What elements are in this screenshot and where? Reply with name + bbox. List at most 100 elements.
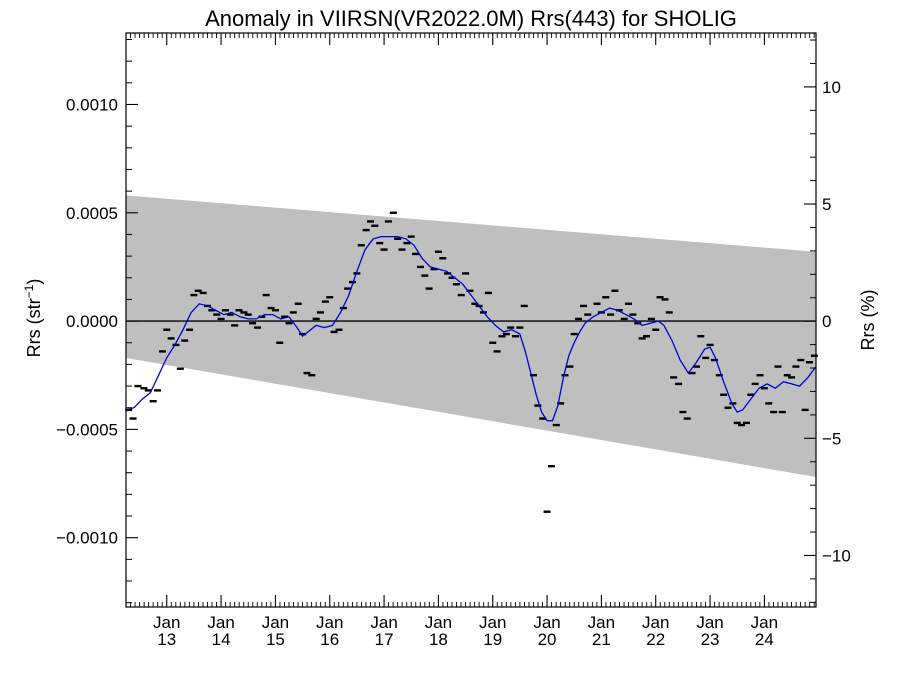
data-point bbox=[398, 248, 406, 251]
data-point bbox=[199, 291, 207, 295]
data-point bbox=[516, 326, 524, 329]
data-point bbox=[407, 235, 415, 238]
data-point bbox=[149, 400, 157, 403]
data-point bbox=[281, 315, 289, 318]
data-point bbox=[607, 313, 615, 316]
data-point bbox=[276, 341, 284, 344]
x-tick-label-month: Jan bbox=[262, 613, 289, 632]
data-point bbox=[376, 241, 384, 245]
data-point bbox=[661, 298, 669, 301]
data-point bbox=[462, 272, 470, 275]
x-tick-label-month: Jan bbox=[316, 613, 343, 632]
variance-band bbox=[126, 195, 816, 478]
data-point bbox=[134, 384, 142, 388]
data-point bbox=[720, 393, 728, 396]
data-point bbox=[330, 330, 338, 334]
y-axis-right: 10 5 0 −5 −10 bbox=[804, 39, 851, 603]
data-point bbox=[231, 324, 239, 327]
data-point bbox=[507, 326, 515, 329]
data-point bbox=[629, 313, 637, 316]
data-point bbox=[167, 337, 175, 340]
x-tick-label-year: 13 bbox=[157, 630, 176, 649]
data-point bbox=[534, 404, 542, 407]
data-point bbox=[181, 339, 189, 342]
data-point bbox=[724, 406, 732, 409]
data-point bbox=[226, 313, 234, 316]
x-tick-label-year: 16 bbox=[320, 630, 339, 649]
data-point bbox=[308, 374, 316, 377]
data-point bbox=[593, 302, 601, 305]
plot-frame bbox=[125, 32, 817, 608]
data-point bbox=[783, 374, 791, 377]
data-point bbox=[733, 421, 741, 425]
data-point bbox=[557, 402, 565, 405]
data-point bbox=[176, 367, 184, 370]
data-point bbox=[810, 354, 818, 357]
data-point bbox=[380, 248, 388, 251]
data-point bbox=[770, 410, 778, 414]
data-point bbox=[615, 309, 623, 312]
data-point bbox=[213, 313, 221, 316]
data-point bbox=[561, 374, 569, 377]
data-point bbox=[144, 389, 152, 392]
y2-tick-label: −10 bbox=[822, 546, 851, 565]
data-point bbox=[471, 302, 479, 305]
x-tick-label-year: 21 bbox=[592, 630, 611, 649]
data-point bbox=[457, 293, 465, 297]
data-point bbox=[751, 382, 759, 386]
y-axis-label-right: Rrs (%) bbox=[858, 290, 878, 351]
data-point bbox=[403, 241, 411, 245]
x-tick-label-year: 15 bbox=[266, 630, 285, 649]
y-tick-label: −0.0005 bbox=[56, 420, 118, 439]
data-point bbox=[656, 296, 664, 299]
data-point bbox=[444, 272, 452, 275]
data-point bbox=[371, 224, 379, 227]
y-tick-label: −0.0010 bbox=[56, 529, 118, 548]
data-point bbox=[792, 365, 800, 368]
x-tick-label-year: 24 bbox=[755, 630, 774, 649]
x-tick-label-month: Jan bbox=[425, 613, 452, 632]
x-tick-label-year: 20 bbox=[538, 630, 557, 649]
data-point bbox=[778, 410, 786, 414]
y-axis-label-superscript: −1 bbox=[22, 284, 36, 298]
data-point bbox=[670, 376, 678, 379]
data-point bbox=[484, 291, 492, 295]
data-point bbox=[706, 343, 714, 347]
plot-area bbox=[125, 32, 818, 608]
data-point bbox=[285, 322, 293, 325]
data-point bbox=[566, 365, 574, 368]
data-point bbox=[570, 332, 578, 336]
data-point bbox=[765, 402, 773, 405]
x-tick-label-month: Jan bbox=[588, 613, 615, 632]
data-point bbox=[552, 423, 560, 427]
data-point bbox=[208, 309, 216, 312]
data-point bbox=[434, 250, 442, 253]
data-point bbox=[335, 328, 343, 331]
data-point bbox=[543, 510, 551, 513]
x-tick-label-year: 18 bbox=[429, 630, 448, 649]
data-point bbox=[362, 228, 370, 232]
data-point bbox=[774, 365, 782, 368]
x-tick-label-year: 19 bbox=[483, 630, 502, 649]
data-point bbox=[221, 309, 229, 312]
data-point bbox=[498, 335, 506, 338]
y-tick-label: 0.0010 bbox=[66, 95, 118, 114]
data-point bbox=[638, 337, 646, 340]
data-point bbox=[412, 252, 420, 256]
data-point bbox=[679, 410, 687, 414]
x-axis: Jan13Jan14Jan15Jan16Jan17Jan18Jan19Jan20… bbox=[130, 33, 815, 649]
data-point bbox=[788, 376, 796, 379]
data-point bbox=[652, 328, 660, 331]
y2-tick-label: 10 bbox=[822, 78, 841, 97]
x-tick-label-year: 17 bbox=[375, 630, 394, 649]
smoothed-series-line bbox=[125, 235, 817, 422]
data-point bbox=[294, 302, 302, 305]
data-point bbox=[602, 296, 610, 299]
data-point bbox=[421, 274, 429, 277]
x-tick-label-year: 23 bbox=[701, 630, 720, 649]
data-point bbox=[529, 374, 537, 377]
data-point bbox=[742, 421, 750, 425]
data-point bbox=[688, 371, 696, 375]
data-point bbox=[647, 317, 655, 321]
data-point bbox=[326, 296, 334, 299]
